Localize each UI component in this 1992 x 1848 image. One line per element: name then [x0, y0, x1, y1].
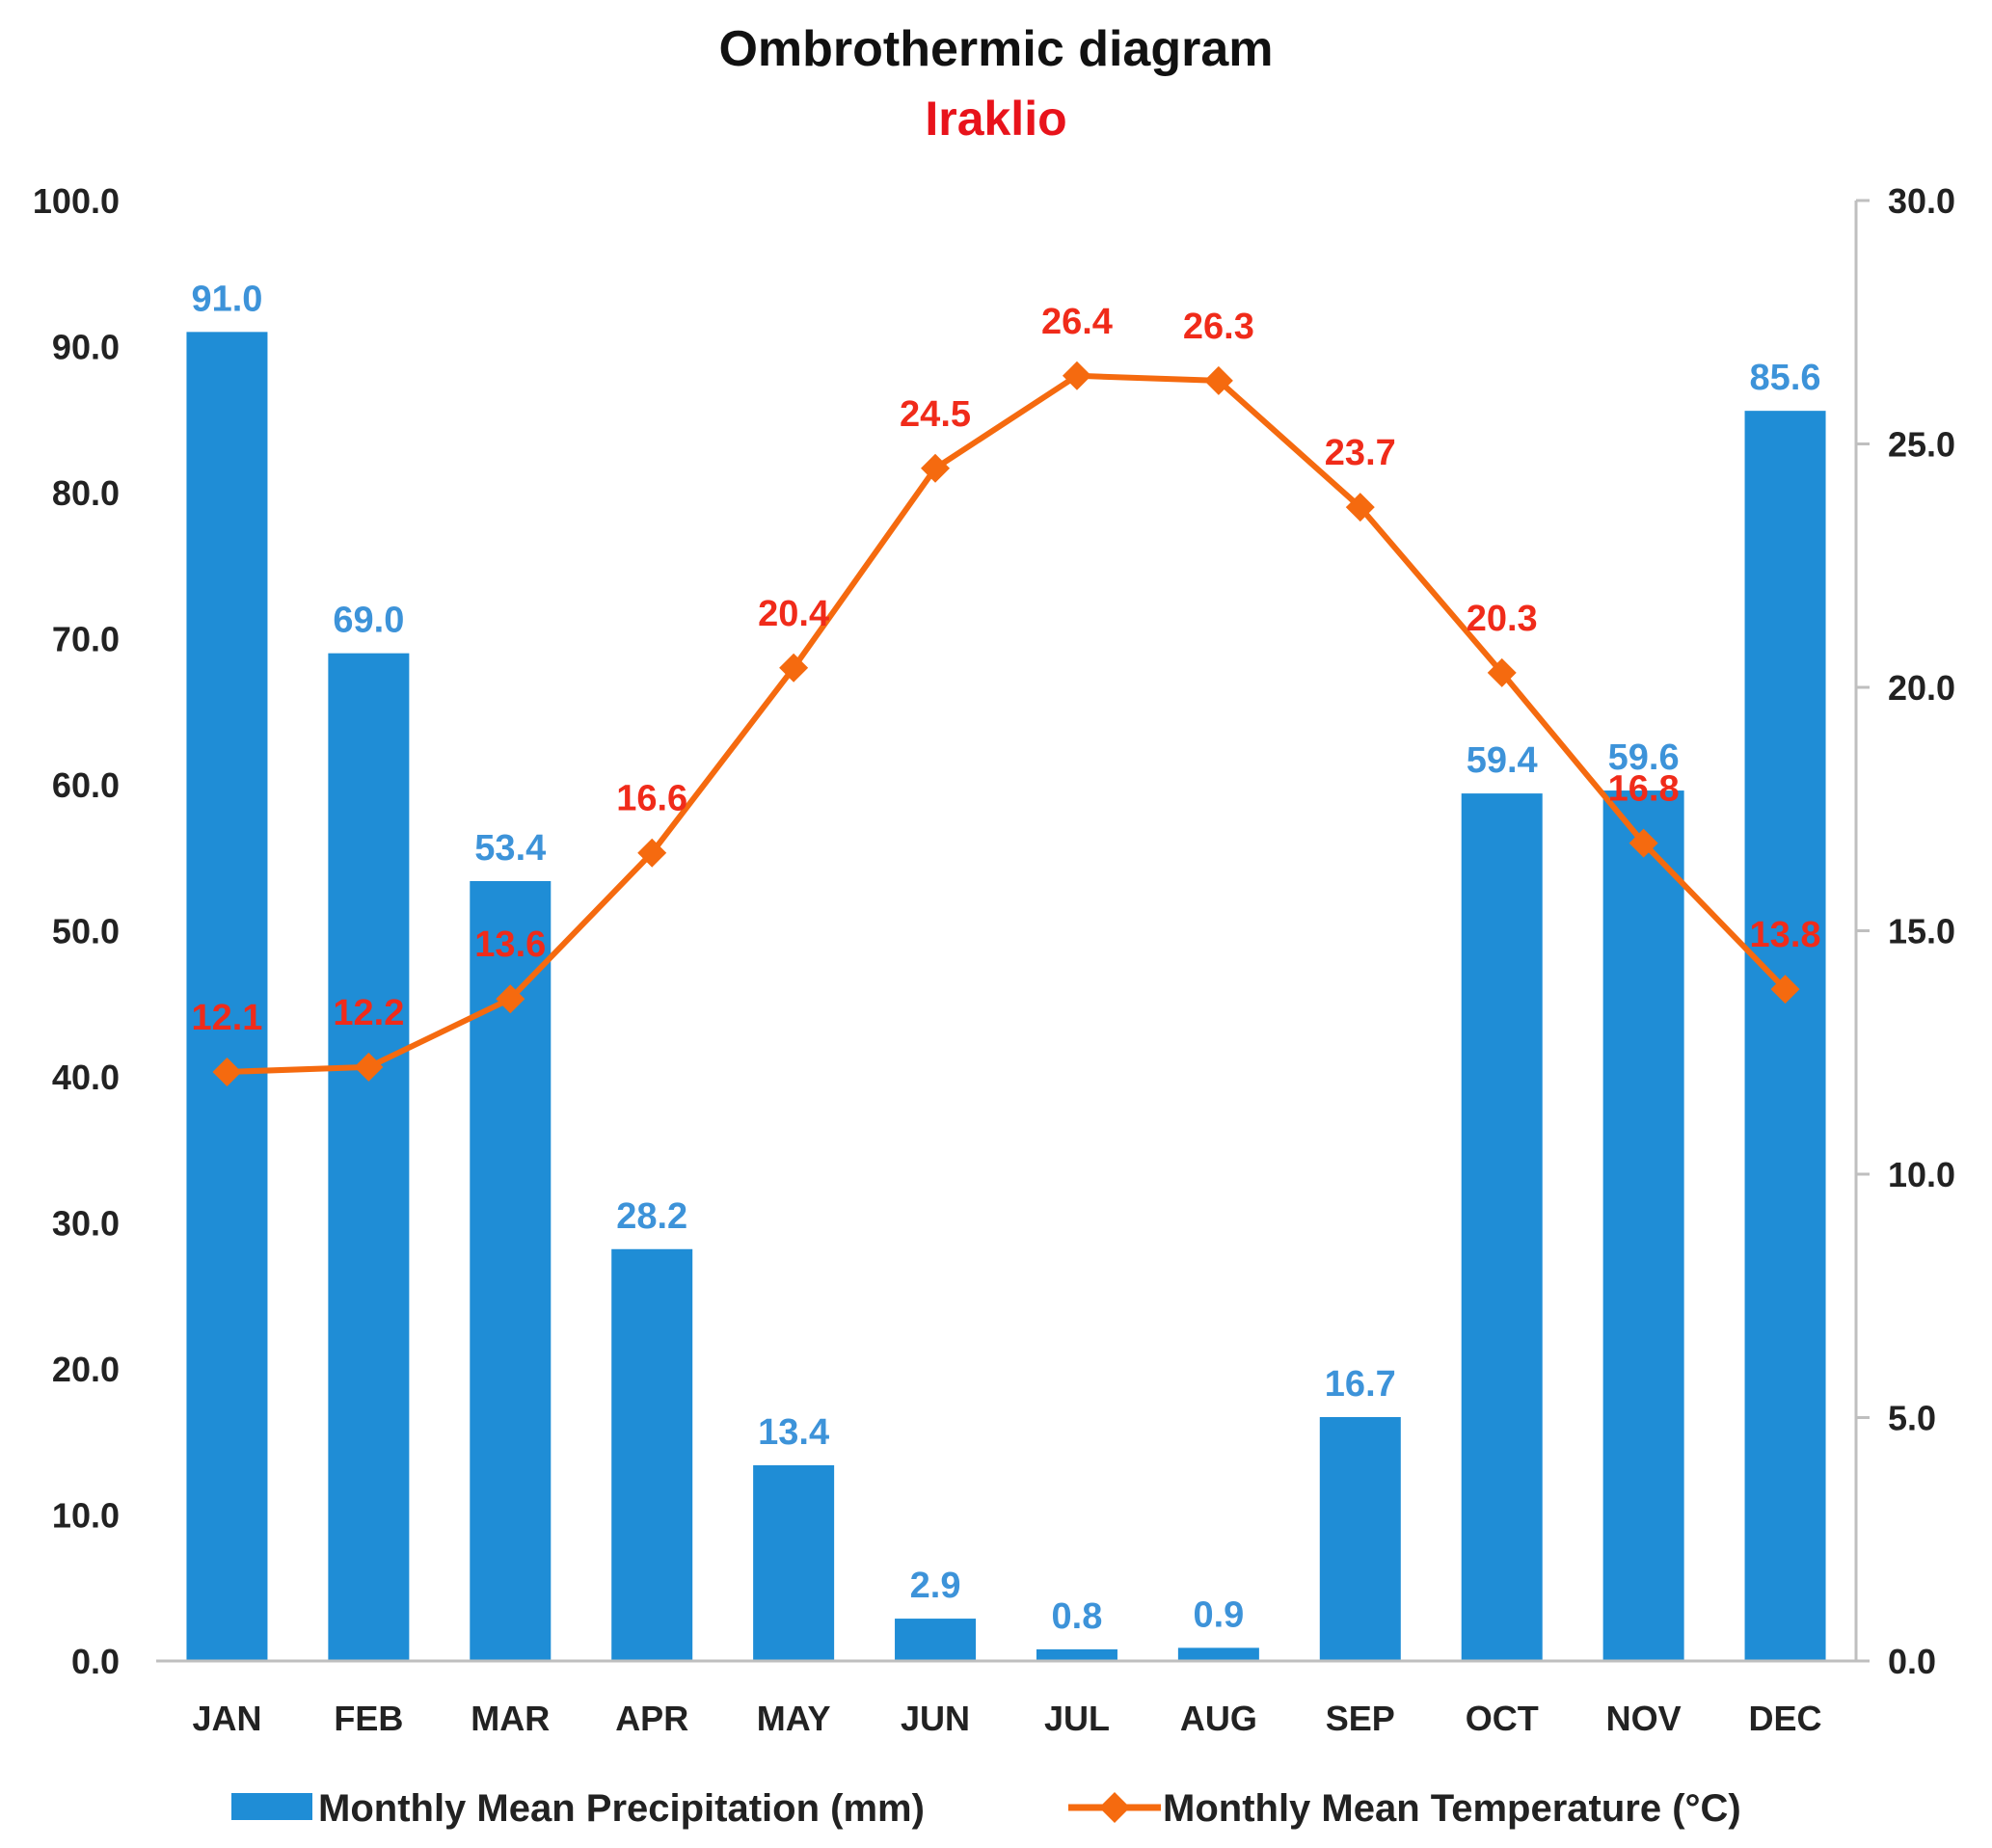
- chart-subtitle: Iraklio: [925, 92, 1066, 146]
- temperature-marker: [1487, 657, 1517, 687]
- temperature-labels: 12.1 12.2 13.6 16.6 20.4 24.5 26.4 26.3 23.7 20.3…: [191, 302, 1820, 1038]
- x-tick-label: MAR: [471, 1699, 550, 1738]
- precipitation-value-label: 28.2: [616, 1196, 687, 1237]
- left-y-tick-label: 90.0: [52, 328, 120, 367]
- right-y-axis: 0.0 5.0 10.0 15.0 20.0 25.0 30.0: [1854, 181, 1955, 1681]
- x-tick-label: JAN: [192, 1699, 261, 1738]
- temperature-value-label: 13.6: [474, 924, 546, 965]
- precipitation-bar: [1177, 1647, 1259, 1661]
- temperature-marker: [921, 453, 951, 483]
- temperature-value-label: 24.5: [900, 394, 971, 435]
- temperature-value-label: 13.8: [1750, 915, 1821, 955]
- precipitation-value-label: 59.6: [1608, 737, 1680, 778]
- x-tick-label: SEP: [1326, 1699, 1395, 1738]
- legend-precipitation-swatch: [231, 1793, 312, 1820]
- temperature-marker: [637, 838, 667, 868]
- left-y-tick-label: 50.0: [52, 912, 120, 951]
- precipitation-bars: [186, 332, 1826, 1662]
- left-y-tick-label: 0.0: [71, 1642, 120, 1681]
- precipitation-bar: [1036, 1648, 1117, 1661]
- right-y-tick-label: 30.0: [1888, 181, 1955, 221]
- temperature-value-label: 26.3: [1183, 307, 1254, 347]
- x-tick-label: JUL: [1044, 1699, 1110, 1738]
- precipitation-bar: [1602, 790, 1684, 1661]
- x-tick-label: DEC: [1749, 1699, 1822, 1738]
- precipitation-bar: [1319, 1416, 1401, 1661]
- precipitation-value-label: 0.9: [1193, 1594, 1244, 1635]
- right-y-tick-label: 0.0: [1888, 1642, 1936, 1681]
- temperature-marker: [1062, 361, 1091, 390]
- left-y-tick-label: 70.0: [52, 620, 120, 659]
- left-y-tick-label: 10.0: [52, 1496, 120, 1536]
- temperature-value-label: 12.1: [191, 998, 262, 1038]
- temperature-marker: [496, 984, 525, 1014]
- temperature-marker: [1345, 493, 1375, 522]
- right-y-tick-label: 10.0: [1888, 1155, 1955, 1194]
- x-tick-label: FEB: [334, 1699, 403, 1738]
- temperature-value-label: 16.8: [1608, 769, 1680, 810]
- right-y-tick-label: 25.0: [1888, 425, 1955, 465]
- precipitation-value-label: 91.0: [191, 279, 262, 319]
- precipitation-value-label: 2.9: [910, 1566, 961, 1606]
- precipitation-value-label: 0.8: [1052, 1596, 1103, 1637]
- precipitation-value-label: 16.7: [1325, 1364, 1396, 1405]
- legend-temperature-label: Monthly Mean Temperature (°C): [1163, 1787, 1741, 1830]
- temperature-value-label: 20.3: [1467, 599, 1538, 639]
- legend-precipitation-label: Monthly Mean Precipitation (mm): [318, 1787, 925, 1830]
- left-y-axis: 0.0 10.0 20.0 30.0 40.0 50.0 60.0 70.0 80.0 90.0 1…: [33, 181, 120, 1681]
- chart-title: Ombrothermic diagram: [718, 21, 1273, 77]
- precipitation-bar: [186, 332, 268, 1662]
- x-tick-label: NOV: [1606, 1699, 1682, 1738]
- left-y-tick-label: 80.0: [52, 473, 120, 513]
- x-tick-label: APR: [615, 1699, 688, 1738]
- precipitation-value-label: 13.4: [758, 1412, 829, 1453]
- precipitation-bar: [753, 1464, 835, 1661]
- temperature-marker: [354, 1052, 384, 1082]
- precipitation-bar: [1744, 411, 1826, 1661]
- precipitation-value-label: 69.0: [333, 601, 404, 641]
- temperature-value-label: 16.6: [616, 779, 687, 819]
- temperature-series-line: [227, 372, 1788, 1075]
- x-tick-label: AUG: [1180, 1699, 1257, 1738]
- left-y-tick-label: 40.0: [52, 1058, 120, 1097]
- precipitation-bar: [895, 1619, 977, 1661]
- precipitation-value-label: 53.4: [474, 828, 546, 869]
- temperature-marker: [1203, 365, 1233, 395]
- left-y-tick-label: 30.0: [52, 1204, 120, 1244]
- temperature-marker: [212, 1057, 242, 1086]
- temperature-line: [212, 361, 1800, 1086]
- x-tick-label: JUN: [901, 1699, 970, 1738]
- temperature-value-label: 20.4: [758, 594, 829, 634]
- precipitation-value-label: 85.6: [1750, 358, 1821, 398]
- x-axis-ticks: JAN FEB MAR APR MAY JUN JUL AUG SEP OCT NOV DEC: [192, 1699, 1821, 1738]
- temperature-marker: [1770, 975, 1800, 1004]
- legend: Monthly Mean Precipitation (mm) Monthly …: [231, 1787, 1741, 1830]
- temperature-marker: [1629, 828, 1658, 858]
- precipitation-bar: [328, 653, 410, 1661]
- x-tick-label: MAY: [757, 1699, 831, 1738]
- temperature-value-label: 26.4: [1041, 302, 1113, 342]
- right-y-tick-label: 20.0: [1888, 668, 1955, 708]
- left-y-tick-label: 100.0: [33, 181, 120, 221]
- left-y-tick-label: 60.0: [52, 765, 120, 805]
- precipitation-bar: [611, 1248, 693, 1661]
- right-y-tick-label: 15.0: [1888, 912, 1955, 951]
- precipitation-bar: [1461, 793, 1543, 1661]
- temperature-value-label: 12.2: [333, 993, 404, 1033]
- temperature-marker: [779, 653, 809, 683]
- precipitation-value-label: 59.4: [1467, 740, 1538, 781]
- right-y-tick-label: 5.0: [1888, 1399, 1936, 1438]
- legend-temperature-marker: [1099, 1792, 1130, 1823]
- temperature-value-label: 23.7: [1325, 433, 1396, 473]
- precipitation-labels: 91.0 69.0 53.4 28.2 13.4 2.9 0.8 0.9 16.7 59.4 59.…: [191, 279, 1820, 1637]
- left-y-tick-label: 20.0: [52, 1350, 120, 1389]
- x-tick-label: OCT: [1466, 1699, 1539, 1738]
